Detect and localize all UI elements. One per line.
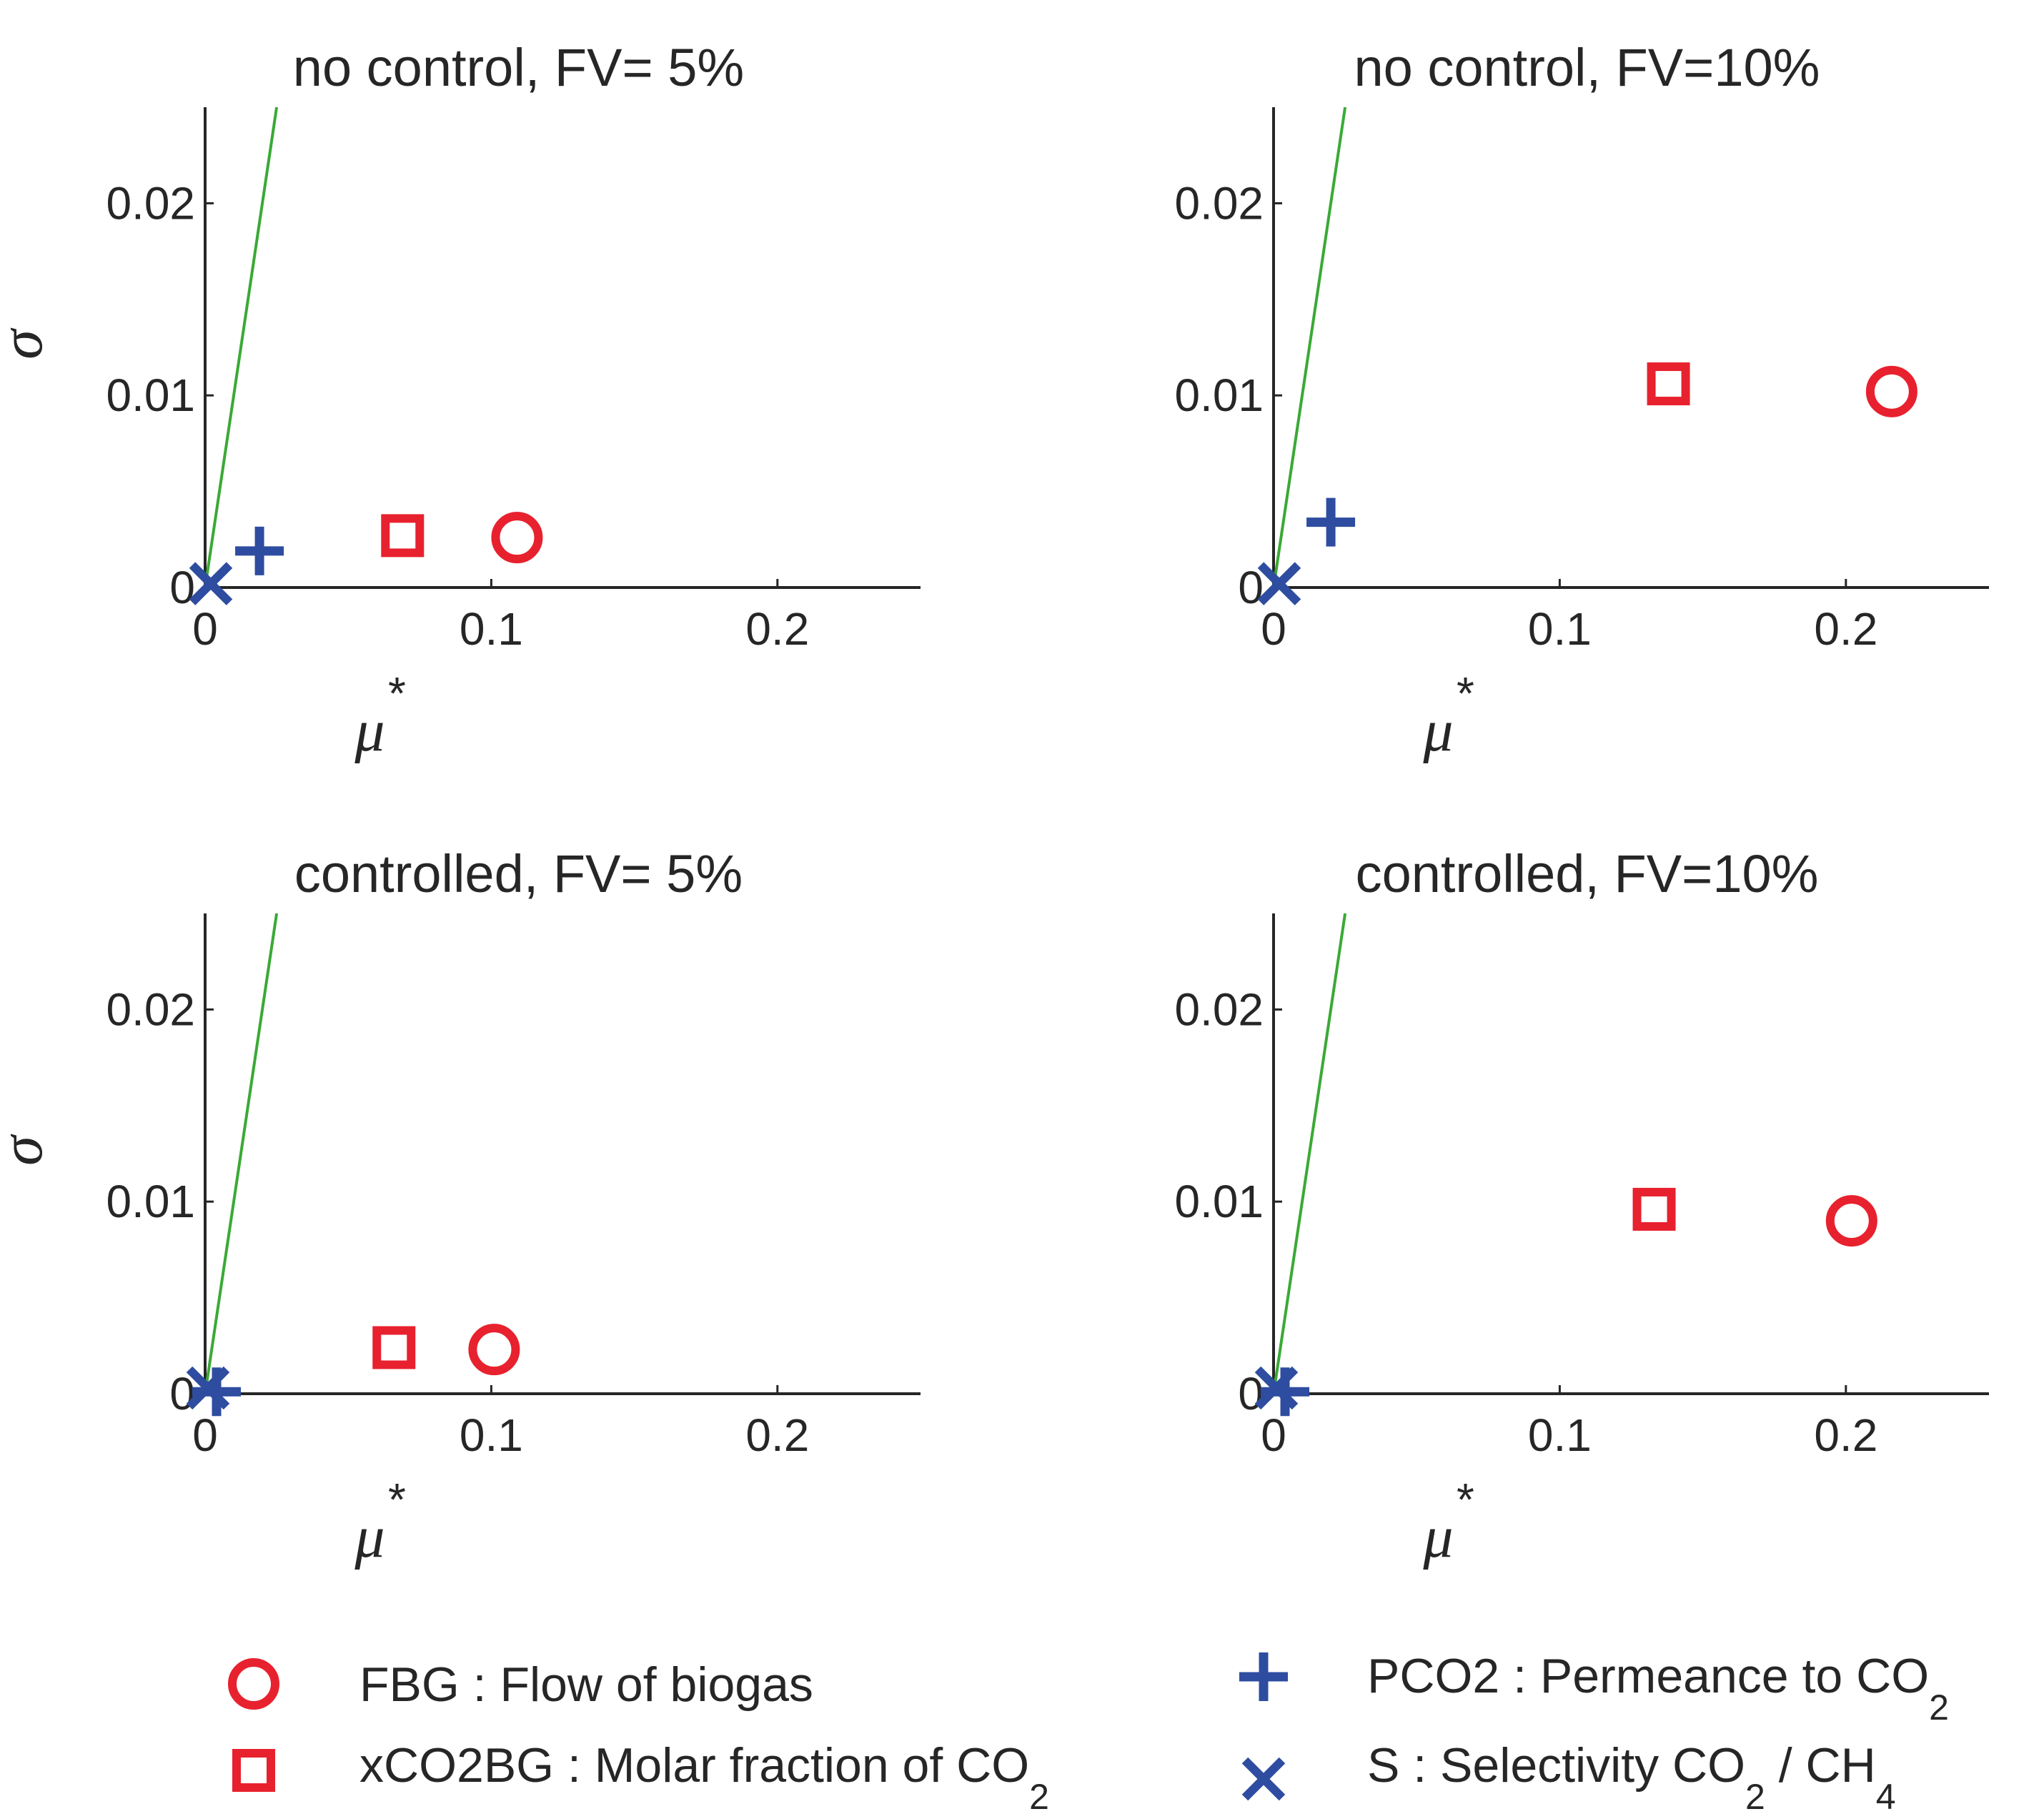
x-axis-label-superscript: *	[1457, 1474, 1474, 1525]
data-point-s	[186, 1366, 230, 1410]
legend-marker-plus	[1239, 1652, 1288, 1701]
legend-subscript: 4	[1876, 1777, 1896, 1817]
legend: FBG : Flow of biogas PCO2 : Permeance to …	[228, 1649, 1949, 1817]
y-tick-label: 0.02	[1174, 177, 1264, 229]
y-axis-label: σ	[0, 1134, 55, 1166]
y-tick-label: 0.02	[106, 177, 195, 229]
y-tick-label: 0.01	[1174, 1176, 1264, 1227]
chart-title: controlled, FV= 5%	[294, 844, 743, 903]
data-point-xco2bg	[381, 514, 425, 557]
y-axis-label: σ	[0, 327, 55, 360]
x-tick-label: 0.1	[460, 1409, 523, 1461]
data-point-pco2	[1306, 497, 1356, 547]
data-point-xco2bg	[1647, 362, 1690, 406]
x-tick-label: 0	[192, 1409, 218, 1461]
reference-line	[1272, 106, 1347, 588]
legend-label-main: xCO2BG : Molar fraction of CO	[359, 1738, 1029, 1793]
legend-item-2: PCO2 : Permeance to CO2	[1239, 1649, 1949, 1728]
legend-label: S : Selectivity CO2 / CH4	[1367, 1738, 1896, 1817]
chart-panel-3: controlled, FV= 5%00.10.200.010.02μ*σ	[0, 844, 921, 1570]
y-tick-label: 0.02	[1174, 983, 1264, 1035]
data-point-xco2bg	[372, 1326, 416, 1369]
legend-label: FBG : Flow of biogas	[359, 1657, 813, 1712]
x-tick-label: 0.2	[745, 603, 809, 655]
y-tick-label: 0.02	[106, 983, 195, 1035]
chart-panel-1: no control, FV= 5% 0 0.1 0.2 0 0.01 0.02 μ* σ	[0, 38, 921, 764]
x-axis-label: μ	[1422, 1504, 1453, 1570]
legend-subscript: 2	[1029, 1777, 1049, 1817]
x-axis-label-superscript: *	[388, 668, 406, 719]
x-tick-label: 0.1	[460, 603, 523, 655]
chart-title: no control, FV=10%	[1354, 38, 1820, 97]
legend-label: PCO2 : Permeance to CO2	[1367, 1649, 1949, 1728]
legend-item-3: xCO2BG : Molar fraction of CO2	[232, 1738, 1049, 1817]
x-tick-label: 0.2	[1814, 1409, 1877, 1461]
legend-label-main: S : Selectivity CO	[1367, 1738, 1745, 1793]
data-point-fbg	[1865, 365, 1918, 417]
legend-marker-square	[232, 1749, 275, 1792]
legend-label-tail: / CH	[1765, 1738, 1876, 1793]
data-point-pco2	[235, 526, 284, 575]
x-tick-label: 0	[1261, 603, 1286, 655]
legend-marker-circle	[228, 1658, 279, 1710]
y-axis-label: σ	[0, 327, 55, 360]
reference-line	[204, 106, 279, 588]
x-axis-label-superscript: *	[1457, 668, 1474, 719]
chart-panel-2: no control, FV=10%00.10.200.010.02μ*σ	[0, 38, 1989, 764]
y-axis-label: σ	[0, 1134, 55, 1166]
x-tick-label: 0.1	[1528, 603, 1592, 655]
y-tick-label: 0.01	[106, 1176, 195, 1227]
x-axis-label: μ	[354, 698, 385, 764]
x-tick-label: 0.2	[745, 1409, 809, 1461]
data-point-fbg	[468, 1324, 520, 1376]
legend-item-4: S : Selectivity CO2 / CH4	[1241, 1738, 1896, 1817]
legend-item-1: FBG : Flow of biogas	[228, 1657, 813, 1712]
x-tick-label: 0	[1261, 1409, 1286, 1461]
data-point-s	[189, 562, 233, 605]
legend-subscript: 2	[1745, 1777, 1765, 1817]
y-tick-label: 0.01	[1174, 370, 1264, 421]
data-point-s	[1254, 1366, 1299, 1410]
y-tick-label: 0	[169, 562, 195, 613]
legend-label: xCO2BG : Molar fraction of CO2	[359, 1738, 1049, 1817]
chart-panel-4: controlled, FV=10%00.10.200.010.02μ*σ	[0, 844, 1989, 1570]
x-tick-label: 0	[192, 603, 218, 655]
reference-line	[204, 913, 279, 1394]
chart-panels: no control, FV= 5%00.10.200.010.02μ*σno …	[0, 38, 1989, 1570]
x-tick-label: 0.1	[1528, 1409, 1592, 1461]
chart-title: no control, FV= 5%	[293, 38, 744, 97]
data-point-s	[1257, 562, 1301, 605]
data-point-fbg	[491, 512, 543, 564]
chart-title: controlled, FV=10%	[1356, 844, 1819, 903]
legend-marker-x	[1241, 1757, 1286, 1801]
legend-subscript: 2	[1929, 1687, 1949, 1728]
legend-label-main: PCO2 : Permeance to CO	[1367, 1649, 1929, 1703]
y-tick-label: 0	[1238, 562, 1264, 613]
x-axis-label: μ	[1422, 698, 1453, 764]
data-point-fbg	[1825, 1195, 1877, 1247]
x-axis-label-superscript: *	[388, 1474, 406, 1525]
reference-line	[1272, 913, 1347, 1394]
y-tick-label: 0.01	[106, 370, 195, 421]
data-point-xco2bg	[1632, 1187, 1676, 1231]
x-tick-label: 0.2	[1814, 603, 1877, 655]
x-axis-label: μ	[354, 1504, 385, 1570]
legend-label-main: FBG : Flow of biogas	[359, 1657, 813, 1712]
